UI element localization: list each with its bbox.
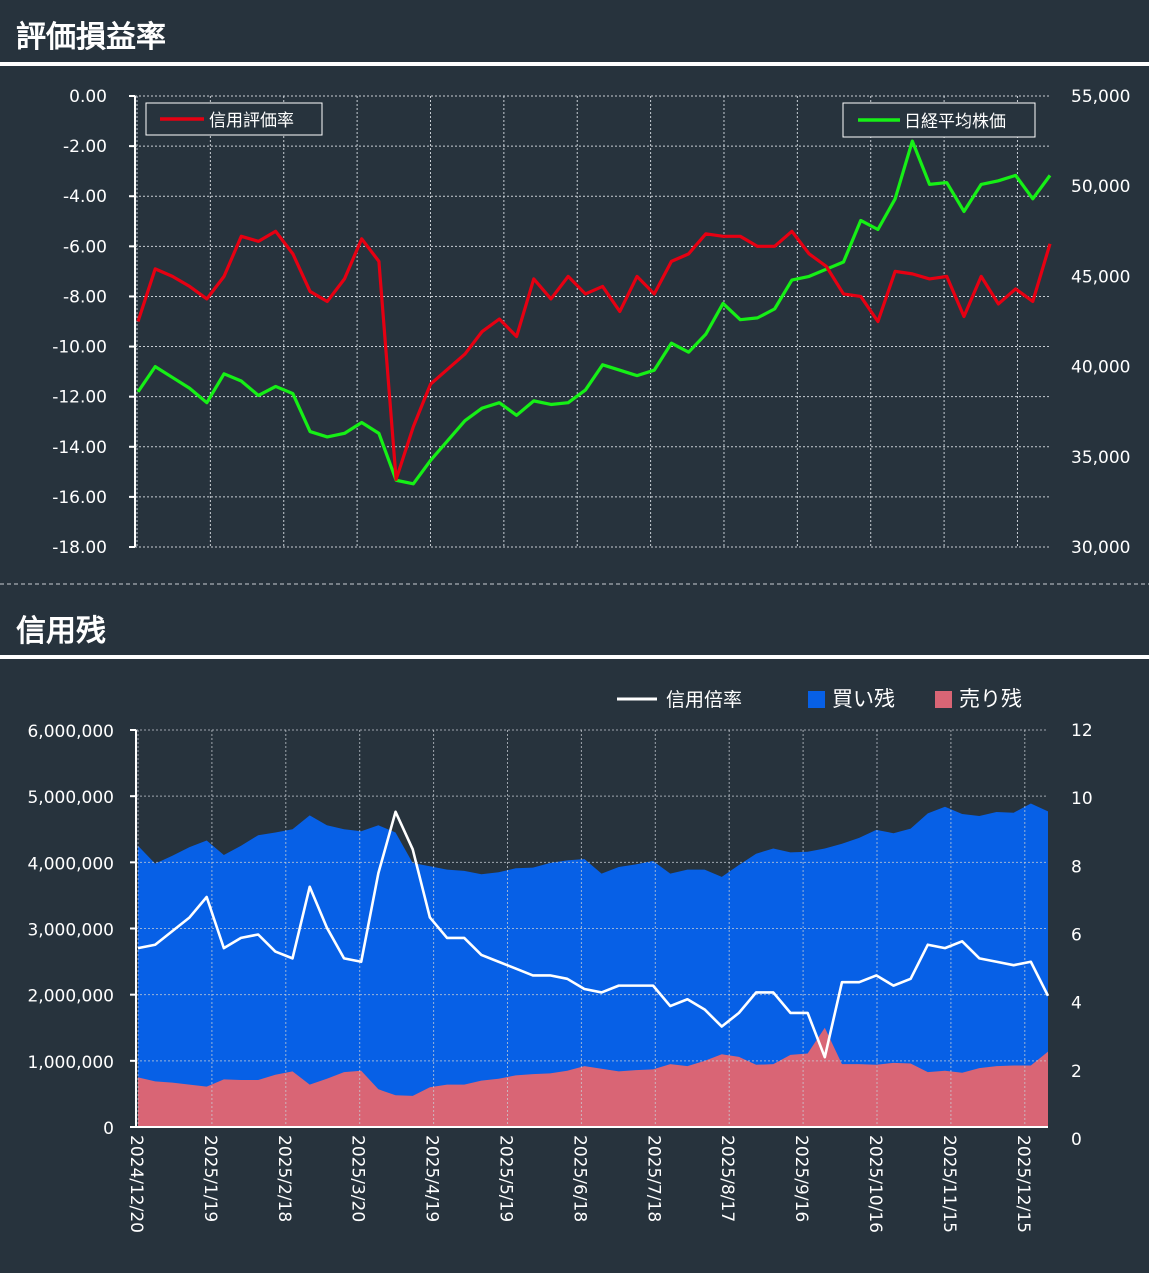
right-tick-label: 2 <box>1071 1062 1082 1082</box>
section-divider-top <box>0 62 1149 66</box>
x-tick-label: 2025/4/19 <box>422 1135 442 1222</box>
left-tick-label: 1,000,000 <box>27 1053 114 1073</box>
left-tick-label: -14.00 <box>52 438 107 458</box>
x-tick-label: 2025/12/15 <box>1013 1135 1033 1233</box>
left-tick-label: 0 <box>103 1119 114 1139</box>
legend-label-ratio: 信用倍率 <box>666 689 742 711</box>
right-tick-label: 12 <box>1071 721 1093 741</box>
margin-balance-chart: 6,000,000 5,000,000 4,000,000 3,000,000 2,00… <box>27 687 1093 1233</box>
right-tick-label: 55,000 <box>1071 87 1130 107</box>
section-title-margin: 信用残 <box>16 614 106 649</box>
x-tick-label: 2024/12/20 <box>126 1135 146 1233</box>
left-tick-label: 6,000,000 <box>27 722 114 742</box>
legend-label-eval: 信用評価率 <box>209 111 294 131</box>
x-tick-label: 2025/2/18 <box>274 1135 294 1222</box>
x-tick-label: 2025/9/16 <box>791 1135 811 1222</box>
right-tick-label: 30,000 <box>1071 538 1130 558</box>
right-tick-label: 6 <box>1071 926 1082 946</box>
x-tick-label: 2025/3/20 <box>348 1135 368 1222</box>
x-tick-label: 2025/1/19 <box>200 1135 220 1222</box>
right-tick-label: 35,000 <box>1071 448 1130 468</box>
right-tick-label: 45,000 <box>1071 267 1130 287</box>
legend-label-nikkei: 日経平均株価 <box>904 112 1006 132</box>
eval-rate-line <box>136 229 1052 481</box>
left-tick-label: -10.00 <box>52 338 107 358</box>
x-tick-label: 2025/8/17 <box>717 1135 737 1222</box>
left-tick-label: -2.00 <box>63 137 107 157</box>
right-tick-label: 50,000 <box>1071 177 1130 197</box>
sell-area <box>138 1027 1048 1127</box>
left-tick-label: 5,000,000 <box>27 788 114 808</box>
x-tick-label: 2025/10/16 <box>865 1135 885 1233</box>
left-tick-label: -12.00 <box>52 388 107 408</box>
right-tick-label: 8 <box>1071 857 1082 877</box>
section-divider-bottom <box>0 655 1149 659</box>
left-tick-label: 0.00 <box>69 87 107 107</box>
left-tick-label: -18.00 <box>52 538 107 558</box>
eval-rate-chart: 0.00 -2.00 -4.00 -6.00 -8.00 -10.00 -12.00 -14.… <box>0 87 1149 585</box>
right-tick-label: 4 <box>1071 994 1082 1014</box>
legend-swatch-sell <box>935 691 952 708</box>
legend-label-buy: 買い残 <box>832 687 895 711</box>
right-tick-label: 40,000 <box>1071 358 1130 378</box>
left-tick-label: -6.00 <box>63 237 107 257</box>
legend-label-sell: 売り残 <box>959 687 1022 711</box>
left-tick-label: -8.00 <box>63 287 107 307</box>
left-tick-label: 3,000,000 <box>27 921 114 941</box>
left-tick-label: 2,000,000 <box>27 987 114 1007</box>
left-tick-label: 4,000,000 <box>27 854 114 874</box>
left-tick-label: -16.00 <box>52 488 107 508</box>
legend-swatch-buy <box>808 691 825 708</box>
section-title-eval: 評価損益率 <box>16 20 166 55</box>
ratio-line <box>137 810 1050 1059</box>
nikkei-line <box>136 139 1052 486</box>
left-tick-label: -4.00 <box>63 187 107 207</box>
x-tick-label: 2025/7/18 <box>643 1135 663 1222</box>
right-tick-label: 10 <box>1071 789 1093 809</box>
x-tick-label: 2025/6/18 <box>569 1135 589 1222</box>
x-tick-label: 2025/5/19 <box>496 1135 516 1222</box>
x-tick-label: 2025/11/15 <box>939 1135 959 1233</box>
right-tick-label: 0 <box>1071 1130 1082 1150</box>
